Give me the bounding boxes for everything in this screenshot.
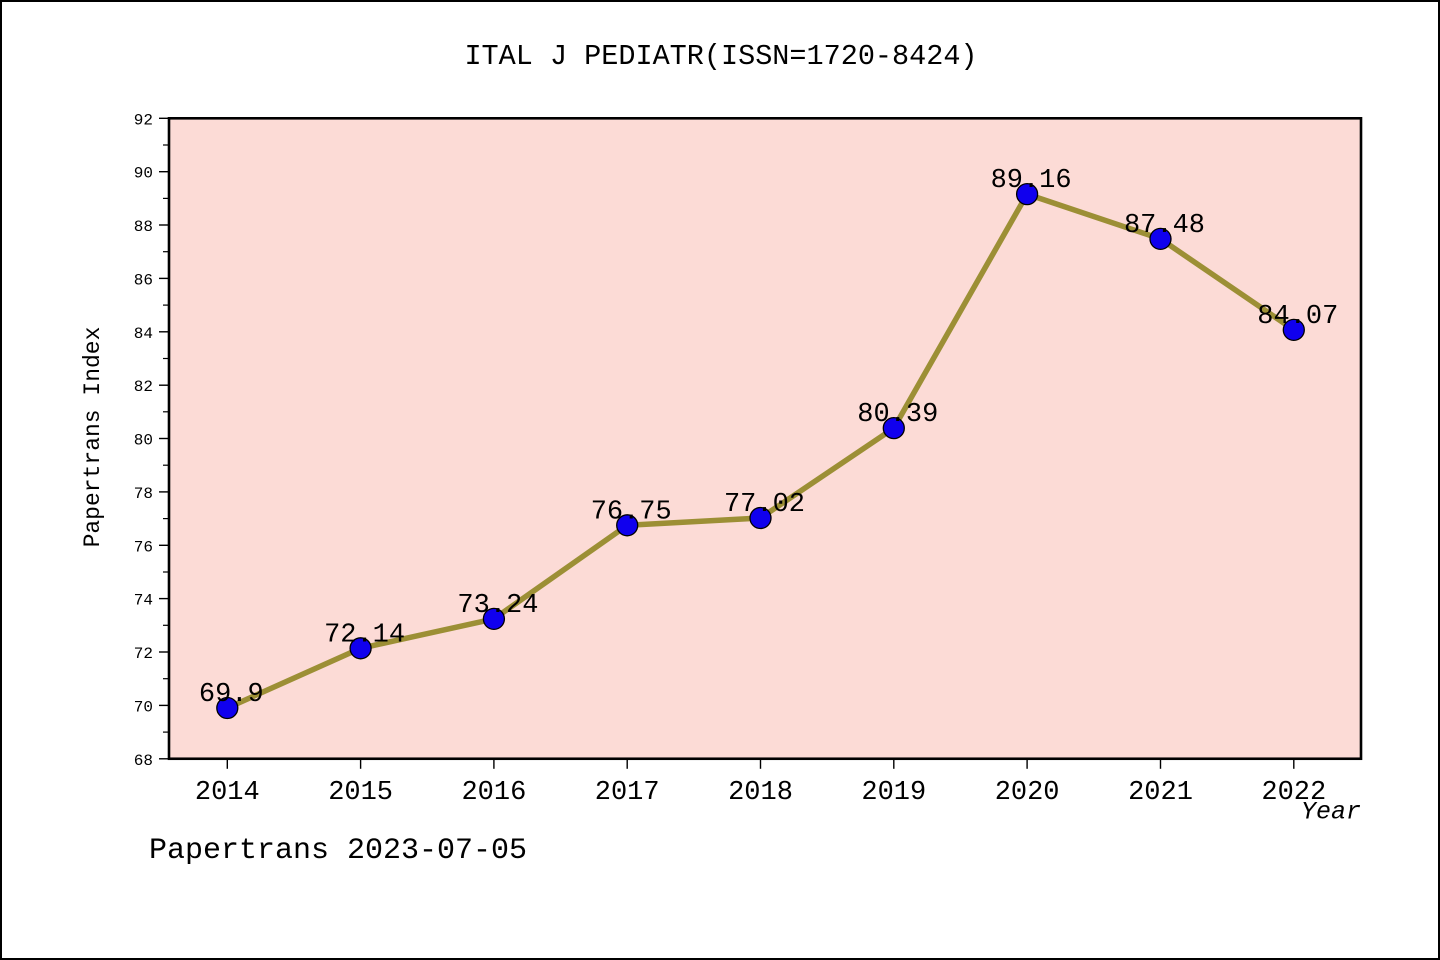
- svg-text:2019: 2019: [861, 778, 926, 808]
- svg-text:69.9: 69.9: [199, 680, 264, 710]
- svg-text:88: 88: [134, 218, 153, 236]
- svg-text:68: 68: [134, 752, 153, 770]
- svg-text:90: 90: [134, 165, 153, 183]
- svg-text:2021: 2021: [1128, 778, 1193, 808]
- svg-text:73.24: 73.24: [457, 591, 538, 621]
- svg-text:76.75: 76.75: [591, 497, 672, 527]
- svg-text:80.39: 80.39: [857, 400, 938, 430]
- svg-text:84: 84: [134, 325, 153, 343]
- svg-text:78: 78: [134, 485, 153, 503]
- svg-text:72.14: 72.14: [324, 620, 405, 650]
- svg-text:70: 70: [134, 698, 153, 716]
- svg-text:2016: 2016: [461, 778, 526, 808]
- svg-text:2017: 2017: [595, 778, 660, 808]
- svg-text:80: 80: [134, 432, 153, 450]
- svg-text:2014: 2014: [195, 778, 260, 808]
- svg-text:ITAL J PEDIATR(ISSN=1720-8424): ITAL J PEDIATR(ISSN=1720-8424): [464, 40, 977, 73]
- svg-text:82: 82: [134, 378, 153, 396]
- svg-text:72: 72: [134, 645, 153, 663]
- svg-text:2018: 2018: [728, 778, 793, 808]
- svg-text:84.07: 84.07: [1257, 302, 1338, 332]
- svg-text:89.16: 89.16: [991, 166, 1072, 196]
- svg-text:2020: 2020: [995, 778, 1060, 808]
- svg-text:74: 74: [134, 592, 153, 610]
- svg-text:77.02: 77.02: [724, 490, 805, 520]
- svg-text:86: 86: [134, 271, 153, 289]
- svg-text:2015: 2015: [328, 778, 393, 808]
- svg-text:Papertrans 2023-07-05: Papertrans 2023-07-05: [149, 834, 527, 868]
- svg-text:Year: Year: [1301, 797, 1361, 826]
- svg-text:92: 92: [134, 111, 153, 129]
- svg-text:76: 76: [134, 538, 153, 556]
- svg-text:87.48: 87.48: [1124, 211, 1205, 241]
- svg-text:Papertrans Index: Papertrans Index: [80, 327, 106, 548]
